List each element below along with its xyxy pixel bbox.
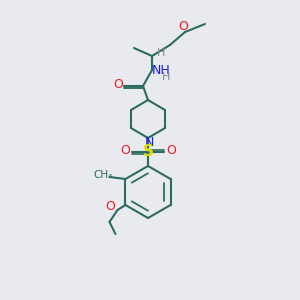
Text: O: O [120,145,130,158]
Text: O: O [166,145,176,158]
Text: O: O [106,200,116,212]
Text: NH: NH [152,64,170,77]
Text: H: H [157,48,165,58]
Text: CH₃: CH₃ [94,170,113,180]
Text: O: O [178,20,188,32]
Text: S: S [142,145,154,160]
Text: H: H [162,72,170,82]
Text: N: N [144,136,154,148]
Text: O: O [113,79,123,92]
